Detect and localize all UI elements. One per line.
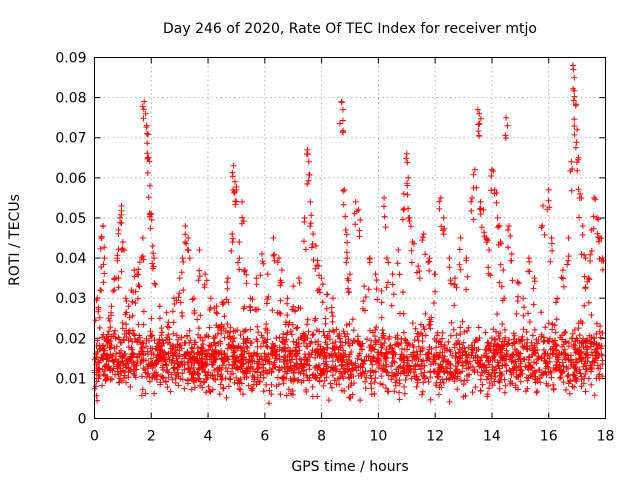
x-tick-label: 12 [426,429,444,445]
y-tick-label: 0.01 [55,371,86,387]
y-tick-label: 0.04 [55,251,86,267]
x-tick-label: 0 [90,429,99,445]
plot-frame [94,57,606,419]
x-axis-ticks: 0 2 4 6 8 10 12 14 16 18 [90,57,615,445]
chart-title: Day 246 of 2020, Rate Of TEC Index for r… [163,21,537,37]
y-axis-ticks: 0 0.01 0.02 0.03 0.04 0.05 0.06 0.07 0.08 0.09 [55,51,606,428]
y-tick-label: 0 [78,412,87,428]
y-tick-label: 0.07 [55,131,86,147]
y-tick-label: 0.05 [55,211,86,227]
x-tick-label: 16 [540,429,558,445]
y-tick-label: 0.03 [55,291,86,307]
roti-points [91,62,607,407]
x-axis-label: GPS time / hours [291,459,408,475]
y-axis-label: ROTI / TECUs [7,194,23,286]
x-tick-label: 2 [147,429,156,445]
x-tick-label: 8 [317,429,326,445]
y-tick-label: 0.02 [55,331,86,347]
x-tick-label: 14 [483,429,501,445]
x-tick-label: 18 [597,429,615,445]
x-tick-label: 10 [369,429,387,445]
y-tick-label: 0.08 [55,91,86,107]
data-points [91,62,607,407]
y-tick-label: 0.06 [55,171,86,187]
y-tick-label: 0.09 [55,51,86,67]
x-tick-label: 4 [204,429,213,445]
x-tick-label: 6 [260,429,269,445]
